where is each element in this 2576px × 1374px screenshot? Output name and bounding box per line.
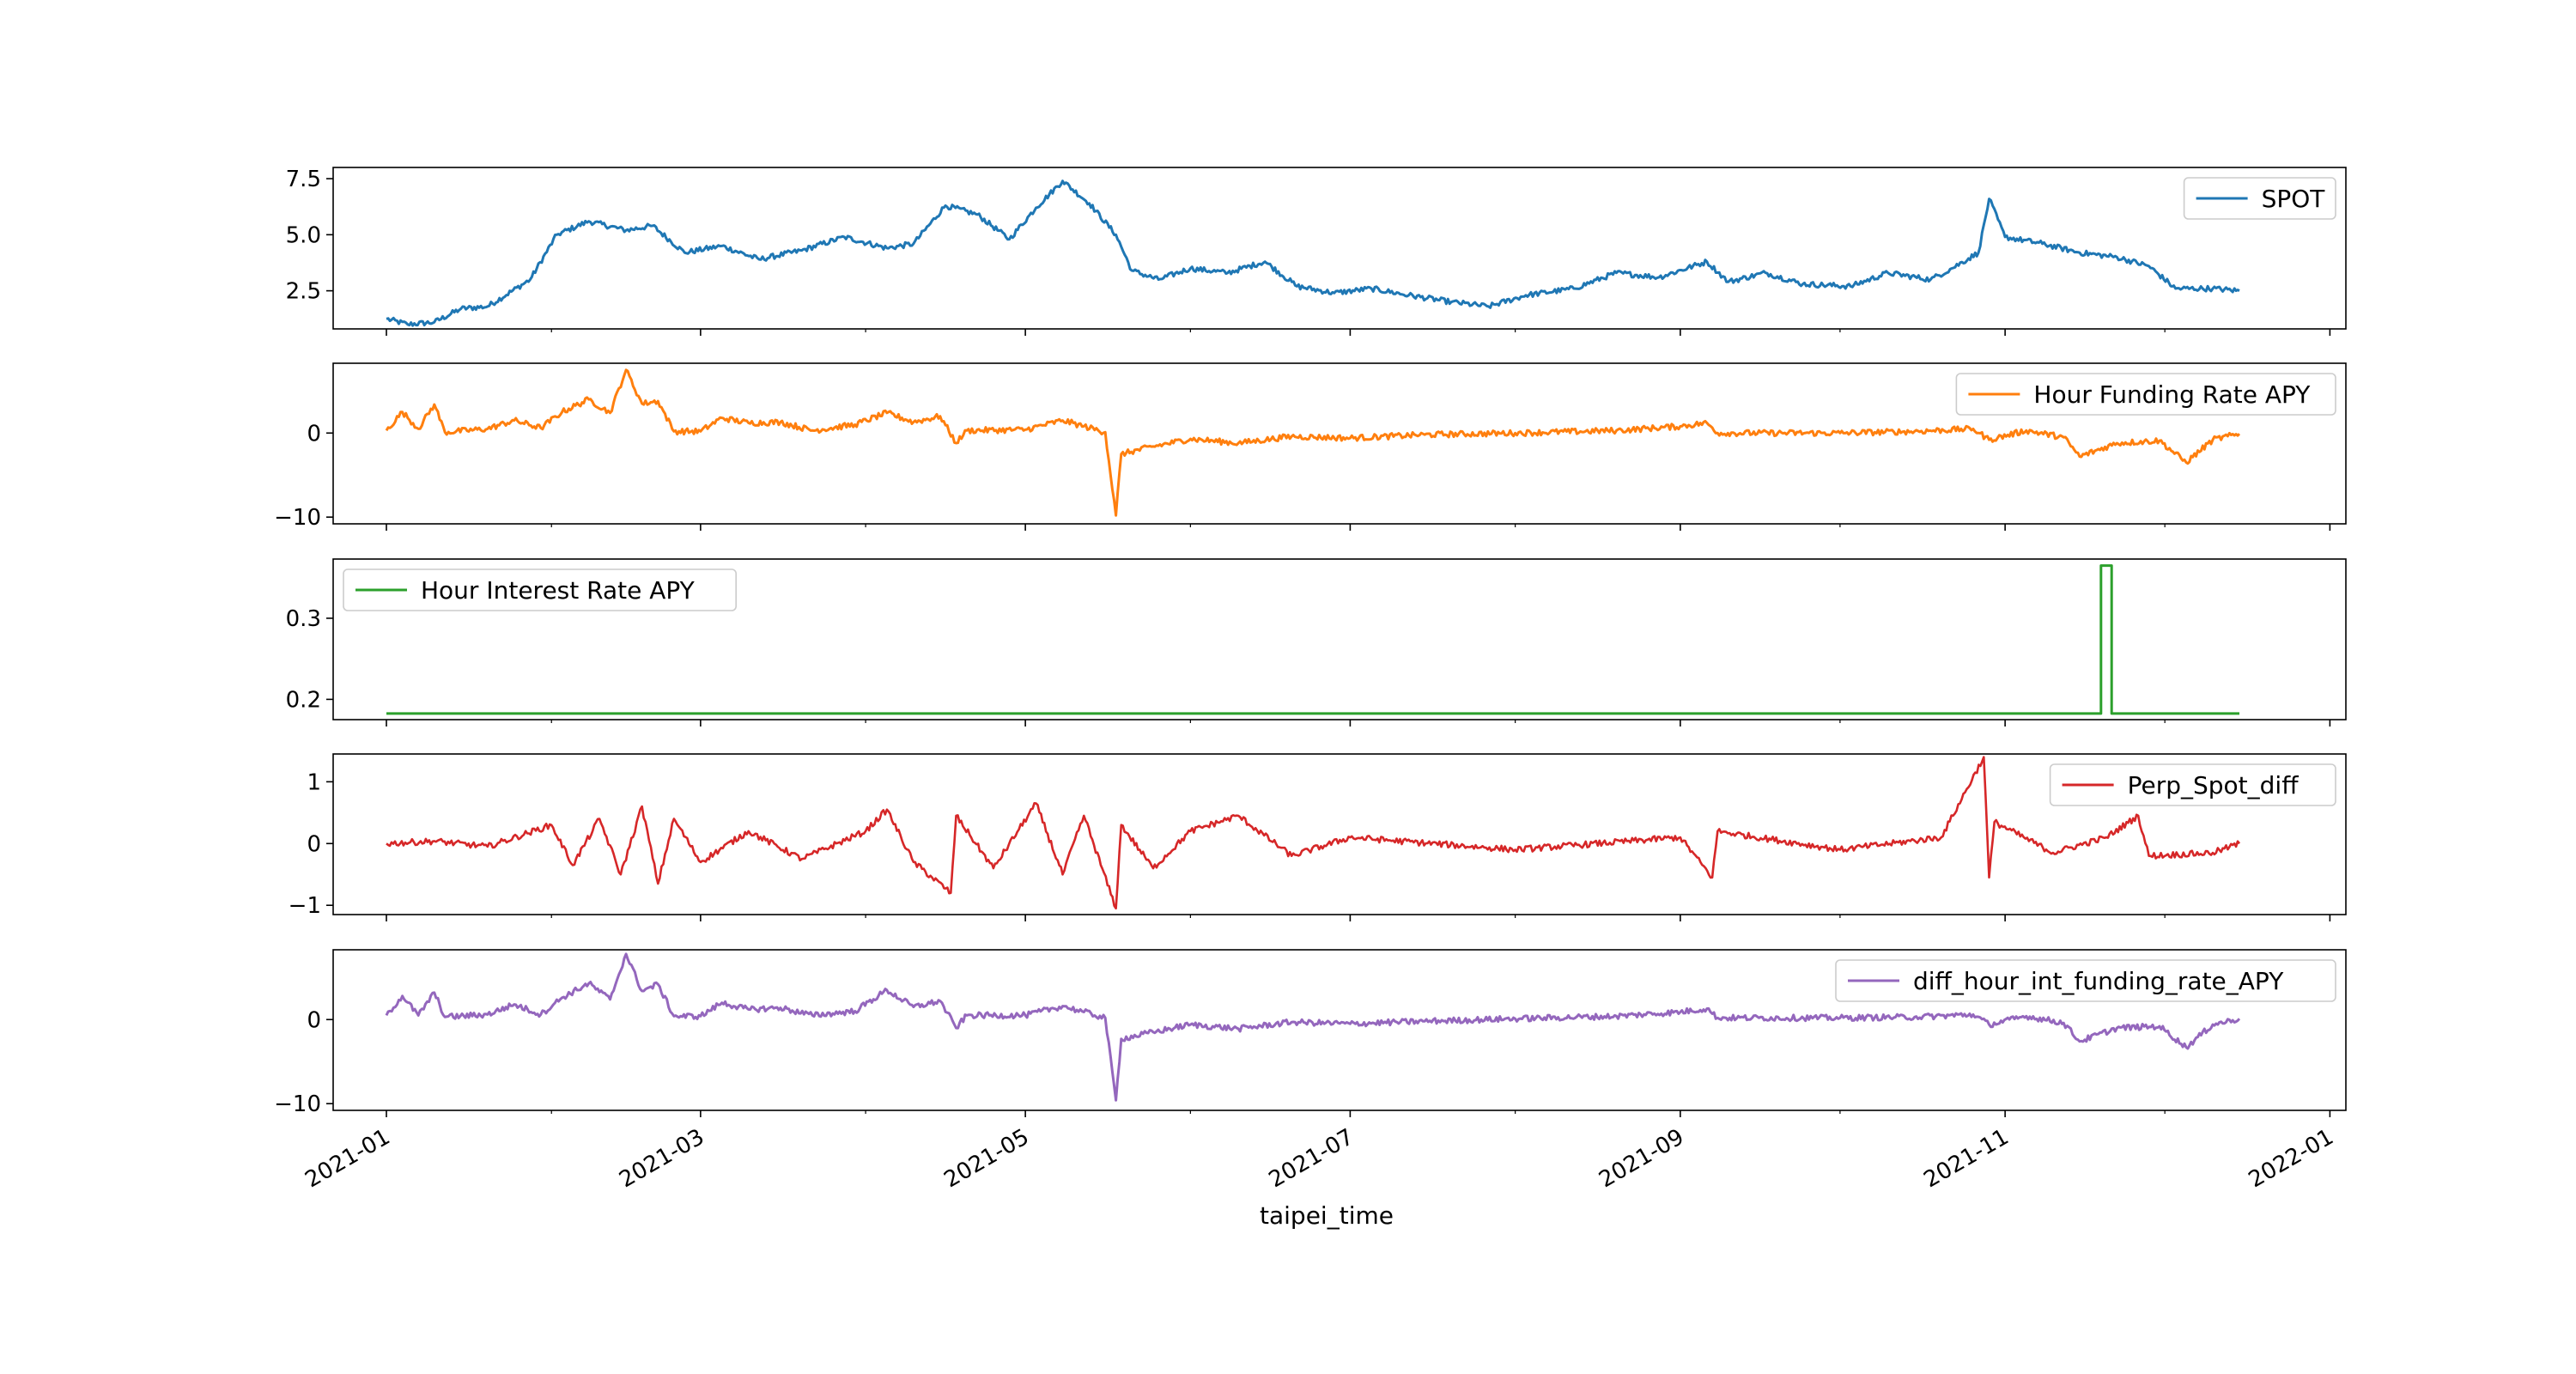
legend: Perp_Spot_diff xyxy=(2049,763,2336,806)
y-tick-label: 1 xyxy=(307,769,321,795)
legend-label: Hour Funding Rate APY xyxy=(2033,380,2311,409)
plot-frame xyxy=(332,362,2347,525)
y-tick-label: 0 xyxy=(307,831,321,857)
legend: SPOT xyxy=(2183,177,2336,220)
y-tick-label: 5.0 xyxy=(286,222,321,248)
legend: Hour Funding Rate APY xyxy=(1955,373,2336,416)
series-line xyxy=(385,952,2241,1102)
subplot-5: −10 0 diff_hour_int_funding_rate_APY xyxy=(274,949,2347,1117)
legend-box xyxy=(2183,177,2336,220)
subplot-4: −1 0 1 Perp_Spot_diff xyxy=(289,753,2347,921)
y-tick-label: −10 xyxy=(274,1091,321,1117)
y-tick-label: 0 xyxy=(307,1007,321,1033)
y-tick-label: 7.5 xyxy=(286,167,321,192)
legend-label: Perp_Spot_diff xyxy=(2128,771,2300,799)
legend-label: Hour Interest Rate APY xyxy=(421,576,696,605)
legend-box xyxy=(2049,763,2336,806)
series-line xyxy=(386,179,2240,327)
plot-frame xyxy=(332,753,2347,915)
y-tick-label: 0.2 xyxy=(286,687,321,713)
y-tick-label: 0.3 xyxy=(286,606,321,632)
series-line xyxy=(386,564,2239,715)
legend-box xyxy=(1835,959,2336,1002)
y-tick-label: 2.5 xyxy=(286,279,321,305)
series-line xyxy=(386,756,2241,910)
legend-box xyxy=(1955,373,2336,416)
legend-label: diff_hour_int_funding_rate_APY xyxy=(1913,967,2284,995)
legend-label: SPOT xyxy=(2262,185,2326,213)
plot-frame xyxy=(332,558,2347,720)
legend: Hour Interest Rate APY xyxy=(343,568,738,611)
series-line xyxy=(385,368,2241,517)
y-tick-label: −1 xyxy=(289,893,321,919)
legend: diff_hour_int_funding_rate_APY xyxy=(1835,959,2336,1002)
y-tick-label: −10 xyxy=(274,505,321,531)
subplot-3: 0.2 0.3 Hour Interest Rate APY xyxy=(286,558,2347,727)
legend-box xyxy=(343,568,738,611)
plot-frame xyxy=(332,167,2347,330)
y-tick-label: 0 xyxy=(307,421,321,447)
subplot-2: −10 0 Hour Funding Rate APY xyxy=(274,362,2347,531)
x-axis-label: taipei_time xyxy=(1260,1201,1394,1230)
plot-frame xyxy=(332,949,2347,1111)
subplot-1: 2.5 5.0 7.5 SPOT xyxy=(286,167,2347,336)
